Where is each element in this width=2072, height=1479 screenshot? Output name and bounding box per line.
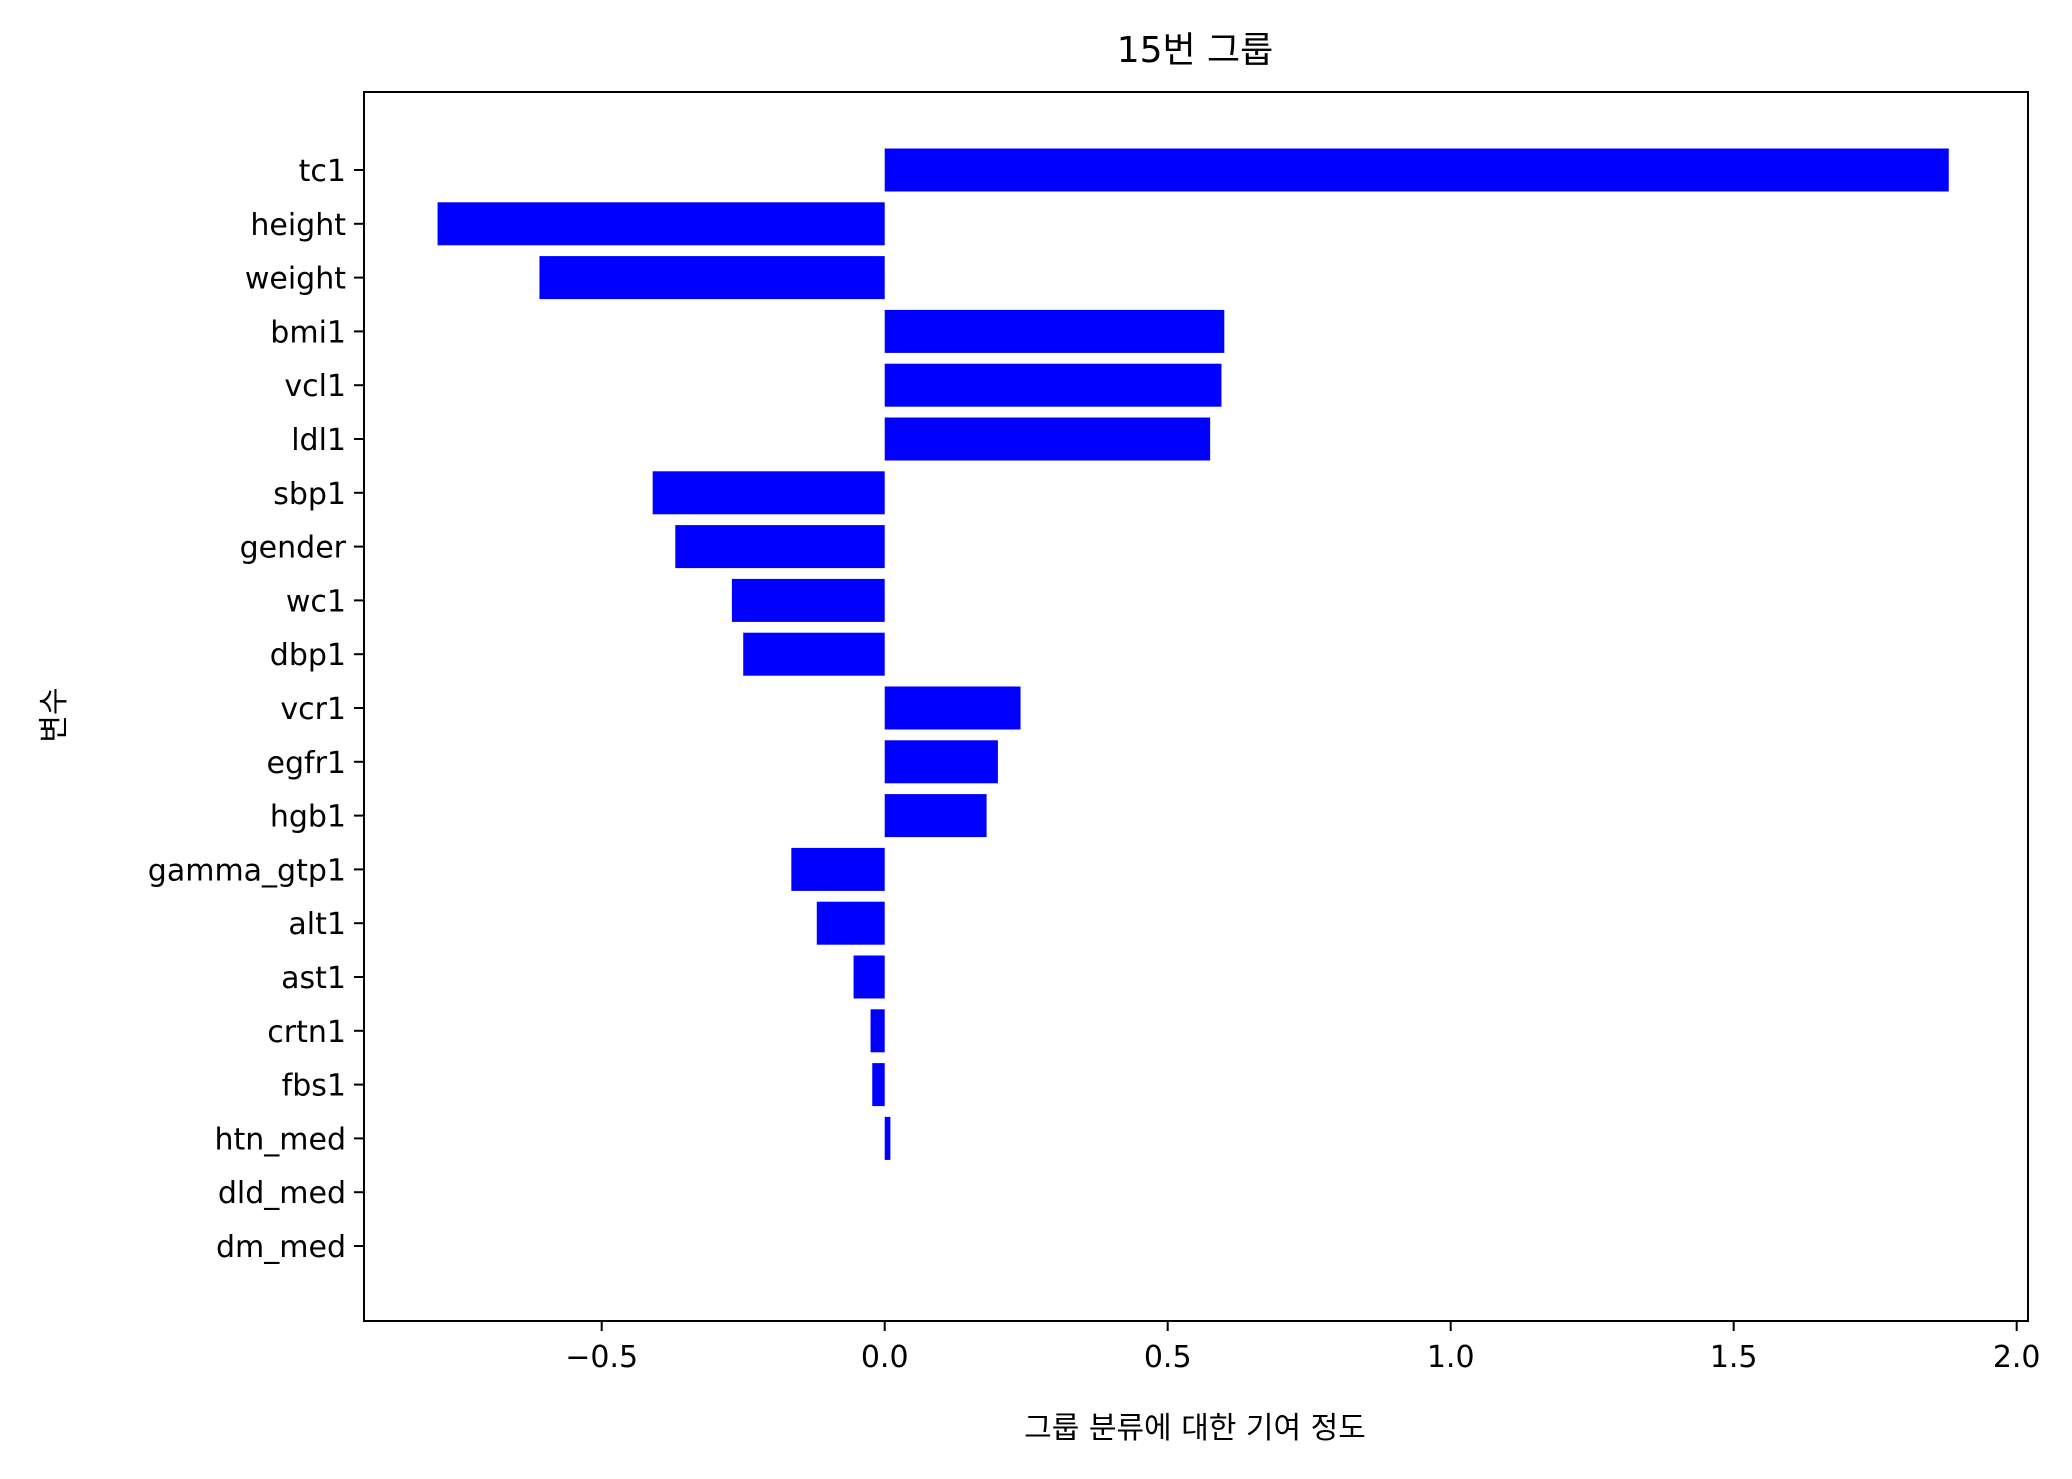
bar-ldl1 (884, 417, 1211, 461)
bar-vcr1 (884, 686, 1021, 730)
y-tick-label: ast1 (281, 961, 346, 996)
y-tick-label: ldl1 (291, 423, 346, 458)
bar-bmi1 (884, 309, 1225, 353)
x-tick-label: 0.5 (1144, 1340, 1192, 1375)
y-tick-label: dld_med (218, 1176, 346, 1211)
y-tick-label: gender (240, 531, 347, 566)
y-tick-label: dm_med (216, 1230, 346, 1265)
bar-htn-med (884, 1116, 891, 1160)
y-tick-label: htn_med (214, 1122, 346, 1157)
y-axis: tc1 height weight bmi1 vcl1 ldl1 sbp1 gender wc1… (148, 154, 364, 1265)
y-tick-label: gamma_gtp1 (148, 853, 346, 888)
bar-weight (539, 256, 885, 300)
x-tick-label: 1.5 (1710, 1340, 1758, 1375)
bar-hgb1 (884, 794, 987, 838)
y-tick-label: dbp1 (270, 638, 346, 673)
y-tick-label: wc1 (286, 584, 346, 619)
x-axis-label: 그룹 분류에 대한 기여 정도 (1024, 1411, 1366, 1446)
y-tick-label: height (250, 208, 346, 243)
bar-gender (675, 525, 885, 569)
y-tick-label: hgb1 (270, 800, 346, 835)
y-tick-label: vcl1 (284, 369, 346, 404)
bar-height (437, 202, 885, 246)
y-tick-label: sbp1 (273, 477, 346, 512)
bar-tc1 (884, 148, 1949, 192)
bar-vcl1 (884, 363, 1222, 407)
bar-fbs1 (872, 1063, 885, 1107)
bar-ast1 (853, 955, 885, 999)
x-axis: −0.5 0.0 0.5 1.0 1.5 2.0 (565, 1321, 2041, 1375)
x-tick-label: 2.0 (1993, 1340, 2041, 1375)
chart-title: 15번 그룹 (1117, 30, 1274, 71)
bar-alt1 (816, 901, 885, 945)
plot-frame (363, 91, 2029, 1322)
y-tick-label: tc1 (299, 154, 346, 189)
y-tick-label: alt1 (288, 907, 346, 942)
y-tick-label: crtn1 (267, 1015, 346, 1050)
y-axis-label: 변수 (37, 687, 72, 742)
bar-crtn1 (870, 1009, 885, 1053)
y-tick-label: weight (245, 262, 346, 297)
x-tick-label: 0.0 (861, 1340, 909, 1375)
y-tick-label: fbs1 (282, 1069, 346, 1104)
y-tick-label: vcr1 (280, 692, 346, 727)
bar-sbp1 (652, 471, 885, 515)
y-tick-label: bmi1 (270, 315, 346, 350)
bar-egfr1 (884, 740, 998, 784)
bars-group (437, 148, 1949, 1160)
x-tick-label: 1.0 (1427, 1340, 1475, 1375)
y-tick-label: egfr1 (267, 746, 346, 781)
bar-wc1 (731, 578, 885, 622)
bar-gamma-gtp1 (791, 847, 885, 891)
bar-dbp1 (743, 632, 885, 676)
x-tick-label: −0.5 (565, 1340, 638, 1375)
